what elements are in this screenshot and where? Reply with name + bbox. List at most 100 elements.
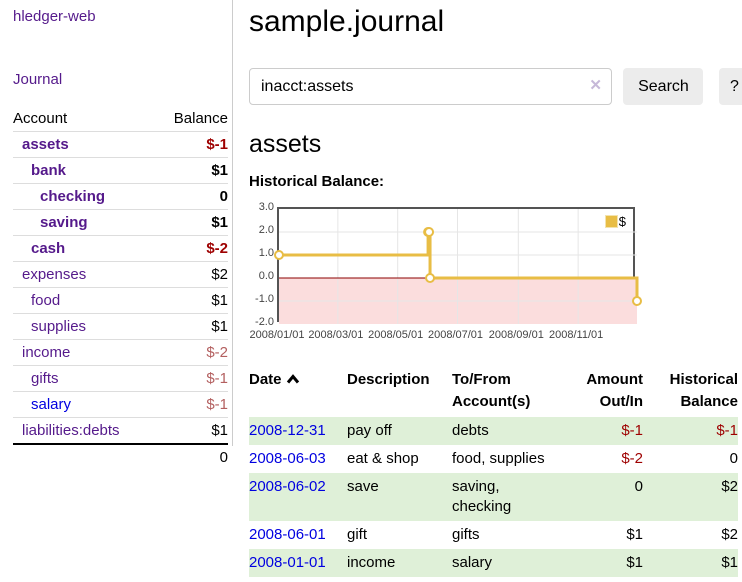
sidebar-account-row: food $1 [13,287,228,314]
register-header-balance: Historical Balance [669,371,738,410]
sidebar-account-row: income $-2 [13,339,228,366]
transaction-balance: $1 [721,554,738,571]
transaction-date-link[interactable]: 2008-06-02 [249,478,326,495]
transaction-balance: $-1 [716,422,738,439]
help-button[interactable]: ? [718,68,742,105]
account-link[interactable]: liabilities:debts [22,422,120,439]
transaction-date-link[interactable]: 2008-06-01 [249,526,326,543]
transaction-date-link[interactable]: 2008-01-01 [249,554,326,571]
register-header-date[interactable]: Date [249,367,347,417]
register-header-accounts: To/From Account(s) [452,371,531,410]
account-balance: $-1 [155,365,228,392]
register-row: 2008-06-02 save saving, checking 0 $2 [249,473,738,521]
transaction-description: save [347,478,379,495]
account-balance: $1 [155,209,228,236]
account-balance: 0 [155,183,228,210]
account-link[interactable]: salary [31,396,72,413]
transaction-date-link[interactable]: 2008-12-31 [249,422,326,439]
x-axis-tick-label: 2008/01/01 [249,329,305,341]
sidebar-account-row: supplies $1 [13,313,228,340]
chart-canvas [274,209,642,324]
transaction-accounts: debts [452,422,489,439]
sidebar-account-table: Account Balance assets $-1 bank $1 checking 0… [13,106,228,470]
account-balance: $2 [155,261,228,288]
sidebar-account-row: liabilities:debts $1 [13,417,228,445]
y-axis-tick-label: 1.0 [258,247,274,259]
account-link[interactable]: bank [31,162,67,179]
sidebar-account-row: gifts $-1 [13,365,228,392]
transaction-amount: $1 [626,526,643,543]
transaction-amount: $1 [626,554,643,571]
clear-search-icon[interactable]: ✕ [589,77,602,94]
account-link[interactable]: cash [31,240,66,257]
x-axis-tick-label: 2008/05/01 [368,329,424,341]
transaction-amount: 0 [634,478,643,495]
account-link[interactable]: assets [22,136,69,153]
transaction-description: income [347,554,396,571]
legend-swatch [604,215,618,228]
search-input[interactable] [249,68,612,105]
account-column-header: Account [13,106,156,132]
transaction-balance: $2 [721,478,738,495]
account-balance: $-1 [155,391,228,418]
account-balance: $-1 [155,131,228,158]
register-row: 2008-01-01 income salary $1 $1 [249,549,738,577]
account-balance: $1 [155,157,228,184]
sidebar-account-row: checking 0 [13,183,228,210]
main-content: sample.journal ✕ Search ? assets Histori… [234,0,742,582]
y-axis-tick-label: 3.0 [258,201,274,213]
transaction-amount: $-2 [621,450,643,467]
account-balance: $-2 [155,339,228,366]
transaction-description: eat & shop [347,450,419,467]
transaction-description: pay off [347,422,392,439]
search-button[interactable]: Search [623,68,704,105]
account-link[interactable]: food [31,292,61,309]
balance-column-header: Balance [155,106,228,132]
register-row: 2008-06-03 eat & shop food, supplies $-2 0 [249,445,738,473]
y-axis-tick-label: -1.0 [255,293,274,305]
x-axis-tick-label: 2008/09/01 [488,329,544,341]
sidebar-account-row: assets $-1 [13,131,228,158]
legend-label: $ [618,214,626,229]
sidebar-account-row: salary $-1 [13,391,228,418]
register-header-amount: Amount Out/In [586,371,643,410]
transaction-date-link[interactable]: 2008-06-03 [249,450,326,467]
transaction-accounts: food, supplies [452,450,545,467]
balance-chart: 3.0 2.0 1.0 0.0 -1.0 -2.0 $ 2008/01/01 2008/03… [249,201,740,347]
account-balance: $1 [155,313,228,340]
x-axis-tick-label: 2008/07/01 [427,329,484,341]
transaction-accounts: gifts [452,526,480,543]
account-link[interactable]: supplies [31,318,87,335]
sidebar-total-value: 0 [155,443,228,470]
account-link[interactable]: saving [40,214,88,231]
chart-legend: $ [602,213,628,230]
transaction-description: gift [347,526,368,543]
account-balance: $1 [155,287,228,314]
journal-nav-link[interactable]: Journal [13,71,63,88]
account-balance: $-2 [155,235,228,262]
transaction-accounts: salary [452,554,493,571]
register-row: 2008-06-01 gift gifts $1 $2 [249,521,738,549]
register-row: 2008-12-31 pay off debts $-1 $-1 [249,417,738,445]
app-title-link[interactable]: hledger-web [13,8,96,25]
account-link[interactable]: checking [40,188,106,205]
sidebar: hledger-web Journal Account Balance asse… [0,0,233,470]
account-link[interactable]: gifts [31,370,59,387]
sort-ascending-icon [286,369,300,391]
y-axis-tick-label: -2.0 [255,316,274,328]
sidebar-account-row: saving $1 [13,209,228,236]
sidebar-account-row: expenses $2 [13,261,228,288]
account-balance: $1 [155,417,228,445]
register-table: Date Description To/From Account(s) Amou… [249,367,738,577]
chart-plot-area: $ [274,207,642,324]
transaction-balance: 0 [729,450,738,467]
register-header-row: Date Description To/From Account(s) Amou… [249,367,738,417]
chart-title-label: Historical Balance: [249,173,385,190]
account-link[interactable]: expenses [22,266,87,283]
x-axis-tick-label: 2008/03/01 [308,329,364,341]
sidebar-account-row: cash $-2 [13,235,228,262]
account-link[interactable]: income [22,344,71,361]
x-axis-tick-label: 2008/11/01 [549,329,604,341]
register-header-description: Description [347,371,430,388]
account-heading: assets [249,130,322,158]
